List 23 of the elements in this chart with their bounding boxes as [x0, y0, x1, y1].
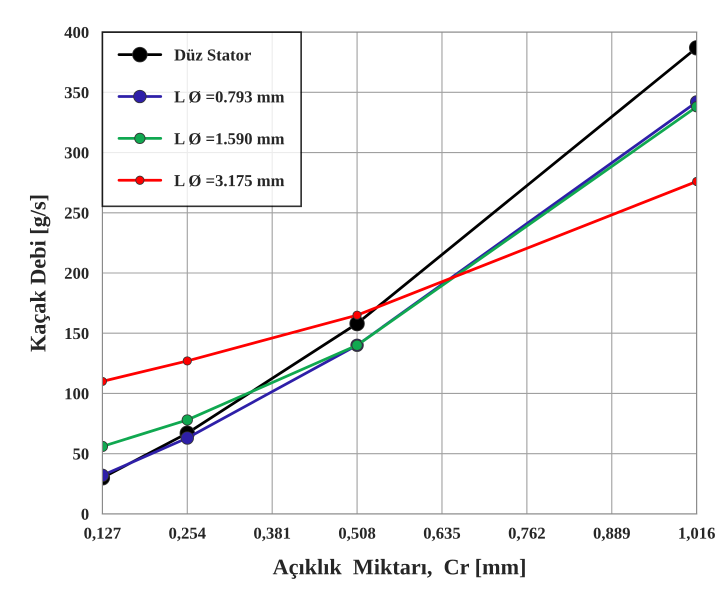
legend-label: L Ø =3.175 mm [174, 174, 284, 187]
y-tick-label: 350 [64, 87, 89, 98]
y-tick-label: 50 [73, 448, 89, 460]
x-tick-label: 0,254 [169, 528, 206, 542]
y-tick-label: 400 [64, 26, 89, 38]
x-tick-label: 0,381 [254, 528, 290, 542]
x-axis-title: Açıklık Miktarı, Cr [mm] [272, 558, 525, 579]
y-tick-label: 300 [64, 147, 89, 159]
x-tick-label: 0,635 [424, 528, 460, 542]
legend-label: L Ø =1.590 mm [174, 132, 284, 145]
y-tick-label: 100 [66, 388, 89, 400]
y-tick-label: 200 [64, 268, 89, 279]
y-tick-label: 250 [64, 207, 89, 219]
legend-label: L Ø =0.793 mm [174, 91, 284, 103]
x-tick-label: 0,508 [338, 528, 376, 542]
x-tick-label: 0,889 [594, 528, 630, 542]
y-tick-label: 150 [66, 328, 89, 340]
x-tick-label: 1,016 [679, 528, 715, 542]
y-axis-title: Kaçak Debi [g/s] [30, 196, 50, 352]
y-tick-label: 0 [81, 508, 89, 520]
x-tick-label: 0,127 [84, 528, 121, 542]
legend-label: Düz Stator [174, 49, 251, 61]
x-tick-label: 0,762 [508, 528, 545, 542]
